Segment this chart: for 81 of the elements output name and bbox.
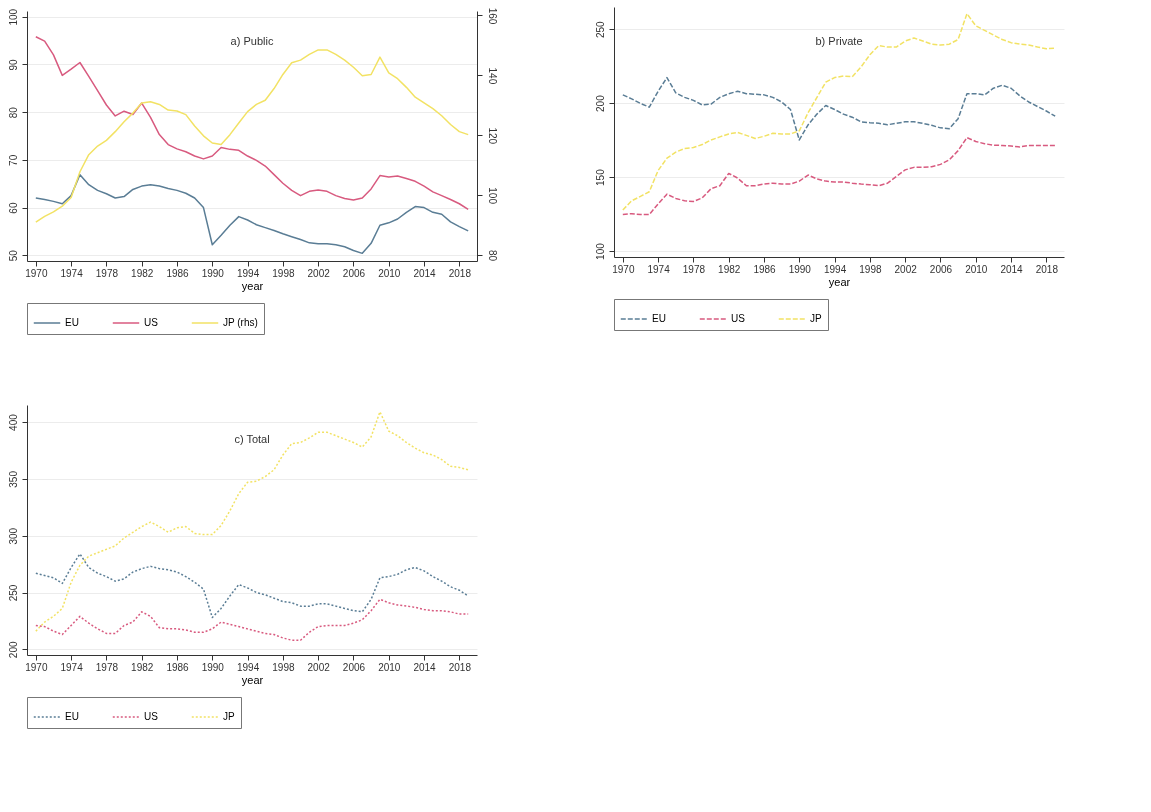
x-tick-label: 1978 bbox=[95, 267, 119, 279]
y-tick-label: 250 bbox=[594, 20, 606, 39]
x-tick-label: 1974 bbox=[60, 661, 84, 673]
y-tick-label: 80 bbox=[7, 106, 19, 119]
x-tick-label: 1986 bbox=[753, 263, 777, 275]
x-tick-label: 1982 bbox=[131, 661, 154, 673]
line-series bbox=[35, 411, 469, 632]
legend-label: EU bbox=[652, 313, 666, 324]
x-tick-label: 2010 bbox=[378, 267, 401, 279]
y-tick-label: 150 bbox=[594, 168, 606, 186]
y-tick-label: 250 bbox=[7, 584, 19, 602]
y2-tick-label: 140 bbox=[486, 67, 498, 85]
x-tick-label: 2002 bbox=[307, 267, 331, 279]
x-tick-label: 1990 bbox=[201, 267, 225, 279]
x-tick-label: 1994 bbox=[236, 661, 260, 673]
x-tick-label: 2014 bbox=[413, 267, 437, 279]
x-tick-label: 1970 bbox=[25, 661, 48, 673]
legend-label: EU bbox=[65, 317, 79, 328]
x-tick-label: 1970 bbox=[25, 267, 48, 279]
y-tick-label: 200 bbox=[594, 94, 606, 112]
x-axis-title: year bbox=[241, 673, 264, 686]
line-series bbox=[622, 12, 1056, 211]
y-tick-label: 90 bbox=[7, 58, 19, 71]
legend-label: US bbox=[731, 313, 746, 324]
text: b) Private bbox=[815, 35, 863, 47]
x-tick-label: 1970 bbox=[612, 263, 635, 275]
x-tick-label: 1974 bbox=[60, 267, 84, 279]
x-tick-label: 1998 bbox=[272, 661, 295, 673]
legend-label: EU bbox=[65, 711, 79, 722]
x-axis-title: year bbox=[828, 275, 851, 288]
line-series bbox=[622, 76, 1056, 141]
line-series bbox=[35, 598, 469, 641]
x-tick-label: 1978 bbox=[95, 661, 119, 673]
text: c) Total bbox=[234, 433, 270, 445]
x-tick-label: 2002 bbox=[894, 263, 918, 275]
x-axis-title: year bbox=[241, 279, 264, 292]
y-tick-label: 70 bbox=[7, 154, 19, 166]
x-tick-label: 2018 bbox=[448, 661, 472, 673]
x-tick-label: 2014 bbox=[1000, 263, 1024, 275]
line-series bbox=[622, 136, 1056, 216]
y-tick-label: 400 bbox=[7, 413, 19, 431]
line-series bbox=[35, 173, 469, 255]
legend-label: JP bbox=[810, 313, 822, 324]
x-tick-label: 1978 bbox=[682, 263, 706, 275]
y-tick-label: 100 bbox=[594, 242, 606, 260]
x-tick-label: 1974 bbox=[647, 263, 671, 275]
x-tick-label: 1982 bbox=[131, 267, 154, 279]
x-tick-label: 2014 bbox=[413, 661, 437, 673]
x-tick-label: 1982 bbox=[718, 263, 741, 275]
y-tick-label: 300 bbox=[7, 527, 19, 545]
x-tick-label: 1990 bbox=[788, 263, 812, 275]
x-tick-label: 2018 bbox=[448, 267, 472, 279]
y2-tick-label: 120 bbox=[486, 127, 498, 145]
legend-label: JP (rhs) bbox=[223, 317, 258, 328]
y-tick-label: 200 bbox=[7, 641, 19, 659]
x-tick-label: 2006 bbox=[342, 267, 366, 279]
x-tick-label: 2002 bbox=[307, 661, 331, 673]
x-tick-label: 1990 bbox=[201, 661, 225, 673]
x-tick-label: 1994 bbox=[823, 263, 847, 275]
x-tick-label: 1998 bbox=[272, 267, 295, 279]
legend-label: US bbox=[144, 317, 159, 328]
x-tick-label: 2006 bbox=[929, 263, 953, 275]
y-tick-label: 60 bbox=[7, 202, 19, 214]
x-tick-label: 2018 bbox=[1035, 263, 1059, 275]
x-tick-label: 1994 bbox=[236, 267, 260, 279]
y-tick-label: 100 bbox=[7, 8, 19, 26]
x-tick-label: 1986 bbox=[166, 661, 190, 673]
x-tick-label: 1998 bbox=[859, 263, 882, 275]
y-tick-label: 50 bbox=[7, 249, 19, 262]
legend-label: US bbox=[144, 711, 159, 722]
x-tick-label: 2010 bbox=[965, 263, 988, 275]
y-tick-label: 350 bbox=[7, 470, 19, 488]
y2-tick-label: 100 bbox=[486, 187, 498, 205]
x-tick-label: 2006 bbox=[342, 661, 366, 673]
text: a) Public bbox=[230, 35, 274, 48]
line-series bbox=[35, 553, 469, 619]
y2-tick-label: 160 bbox=[486, 7, 498, 25]
y2-tick-label: 80 bbox=[486, 249, 498, 262]
x-tick-label: 1986 bbox=[166, 267, 190, 279]
legend-label: JP bbox=[223, 711, 235, 722]
x-tick-label: 2010 bbox=[378, 661, 401, 673]
